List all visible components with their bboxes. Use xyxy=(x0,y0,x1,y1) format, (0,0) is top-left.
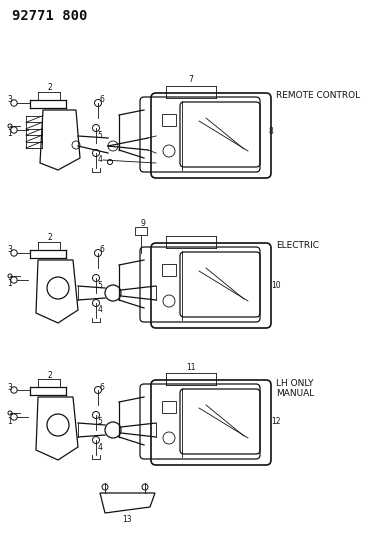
Text: 3: 3 xyxy=(7,246,12,254)
Bar xyxy=(162,401,176,413)
Text: 92771 800: 92771 800 xyxy=(12,9,88,23)
Text: 3: 3 xyxy=(7,95,12,104)
Text: 7: 7 xyxy=(189,76,193,85)
Bar xyxy=(135,227,147,235)
Text: 6: 6 xyxy=(100,383,104,392)
Text: 6: 6 xyxy=(100,95,104,104)
Text: 4: 4 xyxy=(98,442,102,451)
Text: 9: 9 xyxy=(140,219,145,228)
Text: 1: 1 xyxy=(8,130,12,139)
Text: 3: 3 xyxy=(7,383,12,392)
Text: 8: 8 xyxy=(269,126,273,135)
Text: 12: 12 xyxy=(271,417,280,426)
Text: REMOTE CONTROL: REMOTE CONTROL xyxy=(276,92,360,101)
Text: 2: 2 xyxy=(47,84,53,93)
Bar xyxy=(162,264,176,276)
Text: 2: 2 xyxy=(47,370,53,379)
Bar xyxy=(162,114,176,126)
Text: 2: 2 xyxy=(47,233,53,243)
Text: 5: 5 xyxy=(98,131,102,140)
Text: 6: 6 xyxy=(100,246,104,254)
Text: 4: 4 xyxy=(98,156,102,165)
Text: 11: 11 xyxy=(186,362,196,372)
Text: ELECTRIC: ELECTRIC xyxy=(276,241,319,251)
Text: 5: 5 xyxy=(98,417,102,426)
Text: MANUAL: MANUAL xyxy=(276,389,314,398)
Text: LH ONLY: LH ONLY xyxy=(276,378,314,387)
Text: 13: 13 xyxy=(122,514,132,523)
Text: 5: 5 xyxy=(98,280,102,289)
Text: 10: 10 xyxy=(271,280,280,289)
Text: 1: 1 xyxy=(8,416,12,425)
Text: 4: 4 xyxy=(98,305,102,314)
Text: 1: 1 xyxy=(8,279,12,288)
